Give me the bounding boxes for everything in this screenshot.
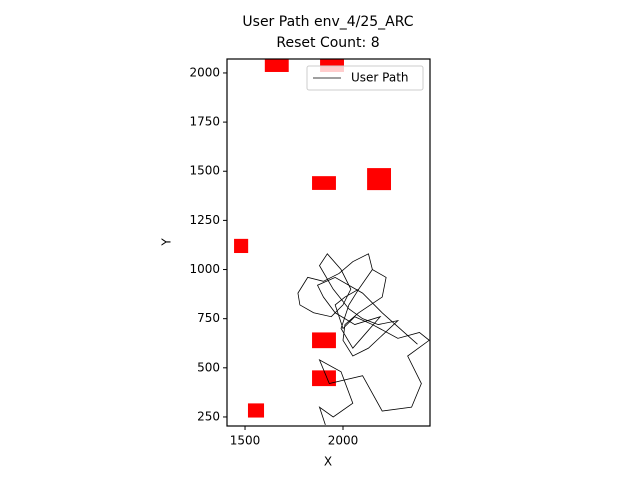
chart-title: User Path env_4/25_ARC [242,14,413,30]
y-tick-label: 1250 [189,213,220,227]
y-axis-label: Y [160,238,174,247]
user-path [297,253,430,425]
obstacle [312,370,336,387]
axes: 1500 2000 250 500 750 1000 1250 1500 1750 2000 Use… [189,65,424,448]
obstacle [247,403,265,418]
obstacle [312,332,336,349]
x-tick-label: 2000 [328,434,359,448]
legend-label: User Path [351,71,409,85]
chart-subtitle: Reset Count: 8 [276,35,379,51]
y-tick-label: 250 [197,409,220,423]
y-tick-label: 1000 [189,262,220,276]
y-tick-label: 500 [197,360,220,374]
obstacle [264,59,289,72]
y-tick-label: 1500 [189,164,220,178]
obstacle [312,176,336,190]
obstacle [234,238,249,254]
x-tick-label: 1500 [230,434,261,448]
x-axis-label: X [324,455,332,469]
legend-box [306,65,424,91]
plot-frame [226,58,431,427]
obstacle [367,168,392,191]
plot-area [234,59,430,425]
y-tick-label: 750 [197,311,220,325]
y-tick-label: 2000 [189,65,220,79]
y-tick-label: 1750 [189,115,220,129]
